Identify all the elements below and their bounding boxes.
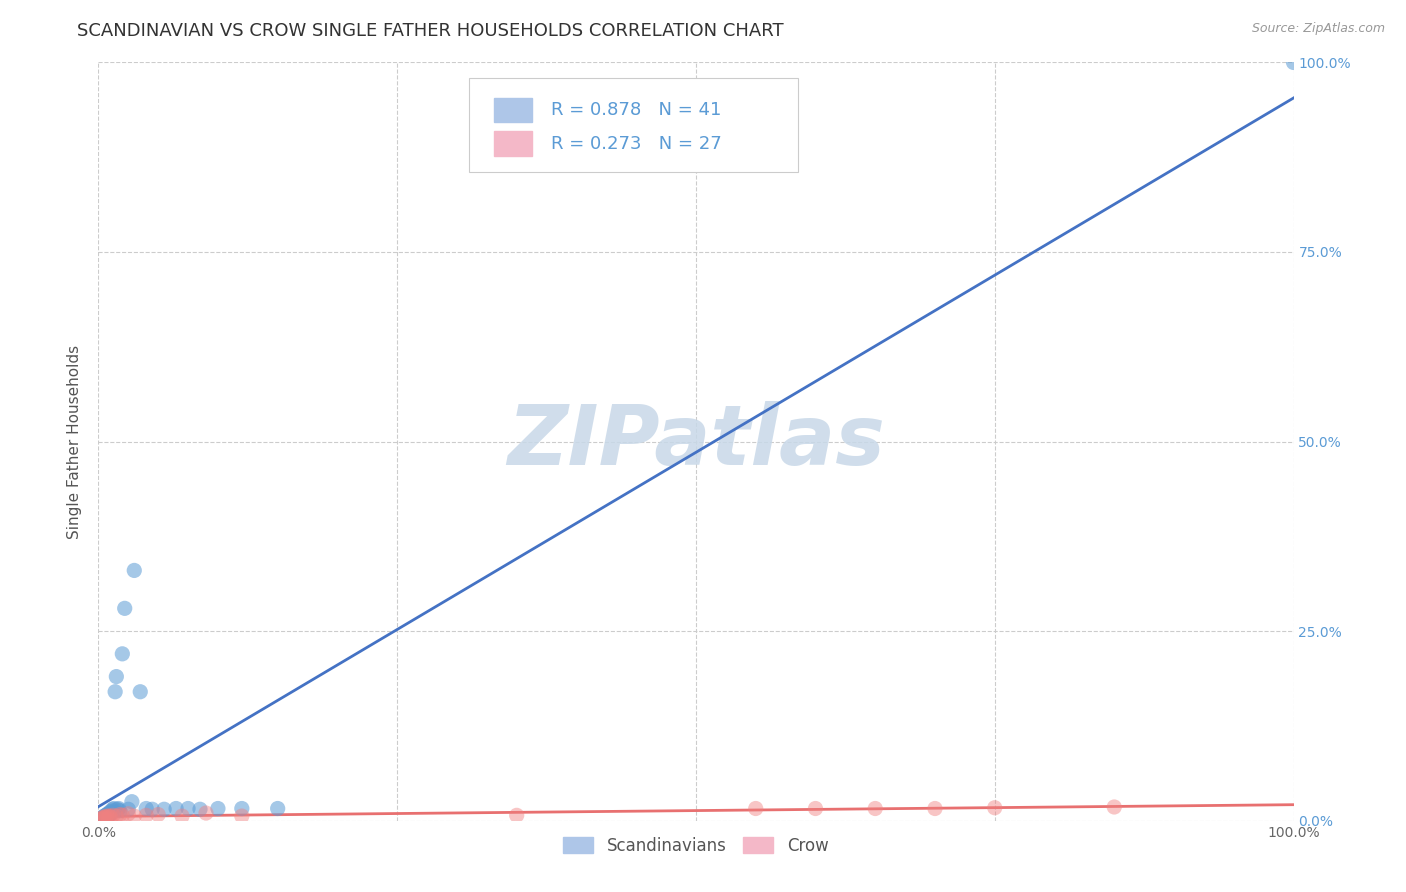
Point [90, 812, 112, 826]
Point [94, 808, 117, 822]
FancyBboxPatch shape [494, 98, 533, 122]
Point [506, 808, 529, 822]
FancyBboxPatch shape [470, 78, 797, 172]
Point [101, 804, 124, 818]
Point [98, 806, 121, 821]
Point [121, 795, 143, 809]
Point [804, 801, 827, 815]
Point [100, 806, 122, 821]
Point [207, 801, 229, 815]
Point [117, 802, 139, 816]
Point [107, 802, 129, 816]
Point [124, 564, 146, 578]
Point [172, 809, 194, 823]
Point [924, 801, 946, 815]
Point [93, 809, 115, 823]
Point [105, 669, 128, 683]
Point [93, 811, 115, 825]
Point [141, 802, 163, 816]
Point [107, 801, 129, 815]
Point [97, 810, 120, 824]
Point [108, 807, 131, 822]
Point [1282, 55, 1305, 70]
Point [188, 802, 211, 816]
Point [98, 806, 122, 821]
Point [129, 685, 152, 699]
Point [195, 806, 218, 821]
Point [98, 805, 122, 819]
Point [105, 809, 128, 823]
FancyBboxPatch shape [494, 131, 533, 156]
Point [124, 809, 146, 823]
Point [94, 810, 117, 824]
Point [104, 685, 127, 699]
Point [135, 801, 157, 815]
Text: R = 0.273   N = 27: R = 0.273 N = 27 [551, 135, 723, 153]
Y-axis label: Single Father Households: Single Father Households [67, 344, 83, 539]
Point [91, 811, 114, 825]
Point [117, 806, 139, 821]
Point [98, 807, 121, 822]
Point [101, 808, 124, 822]
Point [865, 801, 887, 815]
Point [91, 811, 114, 825]
Text: R = 0.878   N = 41: R = 0.878 N = 41 [551, 101, 721, 120]
Point [135, 808, 157, 822]
Point [91, 810, 114, 824]
Point [111, 808, 134, 822]
Point [984, 801, 1007, 815]
Point [103, 801, 125, 815]
Point [1104, 800, 1126, 814]
Point [98, 810, 122, 824]
Text: ZIPatlas: ZIPatlas [508, 401, 884, 482]
Point [153, 802, 176, 816]
Point [114, 601, 136, 615]
Point [165, 801, 187, 815]
Point [98, 809, 121, 823]
Point [231, 809, 253, 823]
Point [96, 809, 118, 823]
Point [231, 801, 253, 815]
Point [148, 807, 170, 822]
Point [177, 801, 200, 815]
Text: Source: ZipAtlas.com: Source: ZipAtlas.com [1251, 22, 1385, 36]
Point [90, 812, 112, 826]
Point [97, 808, 120, 822]
Text: SCANDINAVIAN VS CROW SINGLE FATHER HOUSEHOLDS CORRELATION CHART: SCANDINAVIAN VS CROW SINGLE FATHER HOUSE… [77, 22, 785, 40]
Point [93, 810, 115, 824]
Legend: Scandinavians, Crow: Scandinavians, Crow [557, 830, 835, 862]
Point [96, 809, 118, 823]
Point [94, 811, 117, 825]
Point [97, 806, 120, 821]
Point [108, 804, 131, 818]
Point [101, 802, 124, 816]
Point [745, 801, 768, 815]
Point [96, 807, 118, 822]
Point [91, 811, 114, 825]
Point [91, 811, 114, 825]
Point [111, 647, 134, 661]
Point [267, 801, 290, 815]
